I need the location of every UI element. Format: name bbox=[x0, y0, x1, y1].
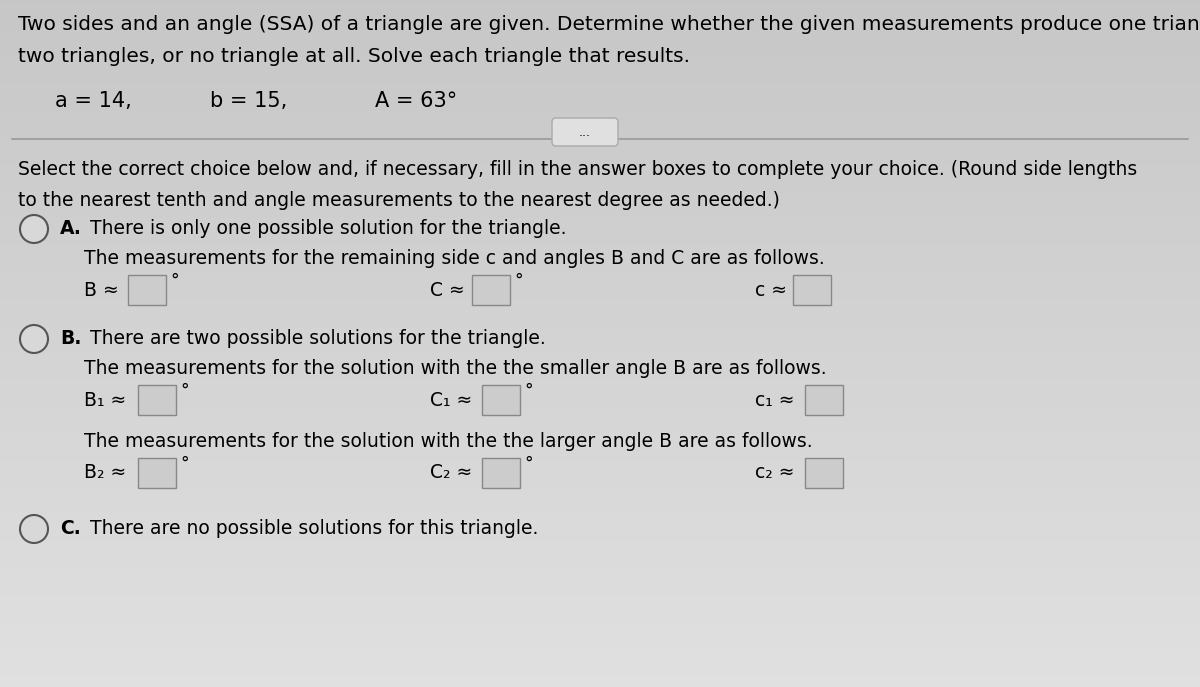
FancyBboxPatch shape bbox=[138, 385, 176, 415]
Text: There are two possible solutions for the triangle.: There are two possible solutions for the… bbox=[84, 329, 546, 348]
Text: B₂ ≈: B₂ ≈ bbox=[84, 464, 126, 482]
Text: to the nearest tenth and angle measurements to the nearest degree as needed.): to the nearest tenth and angle measureme… bbox=[18, 191, 780, 210]
Text: B ≈: B ≈ bbox=[84, 280, 119, 300]
Text: A = 63°: A = 63° bbox=[374, 91, 457, 111]
FancyBboxPatch shape bbox=[482, 458, 520, 488]
Text: Two sides and an angle (SSA) of a triangle are given. Determine whether the give: Two sides and an angle (SSA) of a triang… bbox=[18, 15, 1200, 34]
Text: c ≈: c ≈ bbox=[755, 280, 787, 300]
Text: c₂ ≈: c₂ ≈ bbox=[755, 464, 794, 482]
Text: °: ° bbox=[180, 382, 188, 400]
Text: a = 14,: a = 14, bbox=[55, 91, 132, 111]
Text: two triangles, or no triangle at all. Solve each triangle that results.: two triangles, or no triangle at all. So… bbox=[18, 47, 690, 66]
FancyBboxPatch shape bbox=[552, 118, 618, 146]
Text: c₁ ≈: c₁ ≈ bbox=[755, 390, 794, 409]
Circle shape bbox=[20, 215, 48, 243]
Text: There is only one possible solution for the triangle.: There is only one possible solution for … bbox=[84, 219, 566, 238]
Circle shape bbox=[20, 515, 48, 543]
Text: The measurements for the remaining side c and angles B and C are as follows.: The measurements for the remaining side … bbox=[84, 249, 824, 268]
Text: A.: A. bbox=[60, 219, 82, 238]
Text: ...: ... bbox=[580, 126, 592, 139]
Text: B₁ ≈: B₁ ≈ bbox=[84, 390, 126, 409]
Text: °: ° bbox=[524, 382, 533, 400]
Circle shape bbox=[20, 325, 48, 353]
Text: Select the correct choice below and, if necessary, fill in the answer boxes to c: Select the correct choice below and, if … bbox=[18, 160, 1138, 179]
Text: C.: C. bbox=[60, 519, 80, 538]
FancyBboxPatch shape bbox=[482, 385, 520, 415]
Text: The measurements for the solution with the the smaller angle B are as follows.: The measurements for the solution with t… bbox=[84, 359, 827, 378]
FancyBboxPatch shape bbox=[805, 385, 844, 415]
Text: °: ° bbox=[180, 455, 188, 473]
Text: C₂ ≈: C₂ ≈ bbox=[430, 464, 473, 482]
Text: There are no possible solutions for this triangle.: There are no possible solutions for this… bbox=[84, 519, 539, 538]
Text: B.: B. bbox=[60, 329, 82, 348]
FancyBboxPatch shape bbox=[472, 275, 510, 305]
Text: The measurements for the solution with the the larger angle B are as follows.: The measurements for the solution with t… bbox=[84, 432, 812, 451]
Text: b = 15,: b = 15, bbox=[210, 91, 287, 111]
Text: C ≈: C ≈ bbox=[430, 280, 464, 300]
FancyBboxPatch shape bbox=[138, 458, 176, 488]
Text: °: ° bbox=[514, 272, 523, 290]
Text: C₁ ≈: C₁ ≈ bbox=[430, 390, 473, 409]
FancyBboxPatch shape bbox=[793, 275, 830, 305]
FancyBboxPatch shape bbox=[805, 458, 844, 488]
Text: °: ° bbox=[170, 272, 179, 290]
FancyBboxPatch shape bbox=[128, 275, 166, 305]
Text: °: ° bbox=[524, 455, 533, 473]
